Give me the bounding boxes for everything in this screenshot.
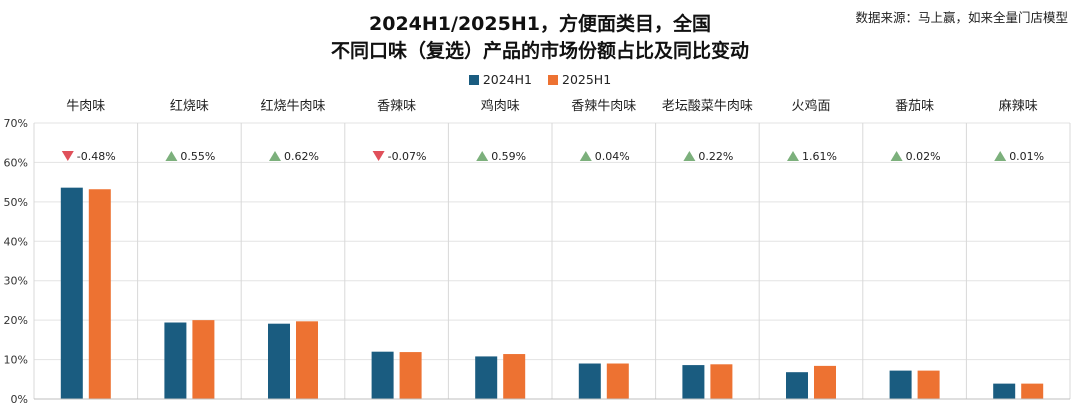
bar-2025H1-5 (606, 363, 629, 399)
change-label: 0.55% (180, 150, 215, 163)
bar-2025H1-9 (1021, 383, 1044, 399)
bar-2025H1-0 (88, 189, 111, 399)
category-label: 红烧味 (170, 98, 209, 114)
bar-2025H1-3 (399, 352, 422, 399)
data-source-note: 数据来源：马上赢，如来全量门店模型 (855, 10, 1068, 25)
up-triangle-icon (476, 151, 489, 161)
bar-2024H1-8 (889, 370, 912, 399)
category-label: 番茄味 (895, 99, 934, 114)
bar-2025H1-2 (296, 321, 318, 399)
bar-2024H1-6 (682, 365, 705, 399)
up-triangle-icon (994, 151, 1007, 161)
up-triangle-icon (683, 151, 696, 161)
bar-2025H1-1 (192, 320, 215, 399)
bar-2024H1-7 (786, 372, 808, 399)
category-label: 红烧牛肉味 (260, 98, 325, 114)
down-triangle-icon (61, 151, 74, 161)
category-label: 香辣味 (377, 99, 416, 114)
change-label: 0.02% (906, 150, 941, 163)
up-triangle-icon (269, 151, 281, 161)
bar-2024H1-0 (60, 187, 83, 399)
y-tick-label: 10% (4, 354, 28, 367)
legend-swatch-2024 (468, 74, 479, 85)
chart-legend: 2024H1 2025H1 (0, 72, 1080, 87)
y-tick-label: 30% (4, 275, 28, 288)
bar-2025H1-7 (814, 365, 836, 399)
change-label: 0.01% (1009, 150, 1044, 163)
change-label: 0.04% (595, 150, 630, 163)
change-label: 1.61% (802, 150, 837, 163)
category-label: 麻辣味 (999, 99, 1038, 114)
bar-2024H1-4 (475, 356, 498, 399)
category-label: 火鸡面 (791, 98, 830, 114)
bar-2025H1-8 (917, 370, 940, 399)
category-label: 香辣牛肉味 (571, 99, 636, 114)
change-label: 0.22% (698, 150, 733, 163)
y-tick-label: 60% (4, 156, 28, 169)
y-tick-label: 50% (4, 196, 28, 209)
down-triangle-icon (372, 151, 385, 161)
bar-2024H1-5 (578, 363, 601, 399)
bar-2024H1-1 (164, 322, 187, 399)
change-label: 0.59% (491, 150, 526, 163)
category-label: 牛肉味 (66, 99, 105, 114)
bar-2024H1-3 (371, 351, 394, 399)
legend-label-2024: 2024H1 (482, 72, 532, 87)
bar-2025H1-6 (710, 364, 733, 399)
legend-item-2025: 2025H1 (548, 72, 611, 87)
category-label: 鸡肉味 (481, 98, 520, 114)
legend-item-2024: 2024H1 (468, 72, 532, 87)
change-label: -0.48% (77, 150, 116, 163)
y-tick-label: 0% (11, 393, 28, 406)
bar-2024H1-9 (993, 383, 1016, 399)
bar-2024H1-2 (268, 323, 290, 399)
up-triangle-icon (787, 151, 799, 161)
y-tick-label: 70% (4, 117, 28, 130)
bar-2025H1-4 (503, 354, 526, 399)
chart-title-line2: 不同口味（复选）产品的市场份额占比及同比变动 (330, 40, 749, 62)
up-triangle-icon (165, 151, 178, 161)
legend-swatch-2025 (548, 74, 558, 85)
change-label: 0.62% (284, 150, 319, 163)
up-triangle-icon (890, 151, 903, 161)
up-triangle-icon (579, 151, 592, 161)
y-tick-label: 20% (4, 314, 28, 327)
legend-label-2025: 2025H1 (562, 72, 612, 87)
category-label: 老坛酸菜牛肉味 (662, 99, 753, 114)
chart-title-line1: 2024H1/2025H1，方便面类目，全国 (369, 13, 711, 35)
change-label: -0.07% (388, 150, 427, 163)
y-tick-label: 40% (4, 235, 28, 248)
